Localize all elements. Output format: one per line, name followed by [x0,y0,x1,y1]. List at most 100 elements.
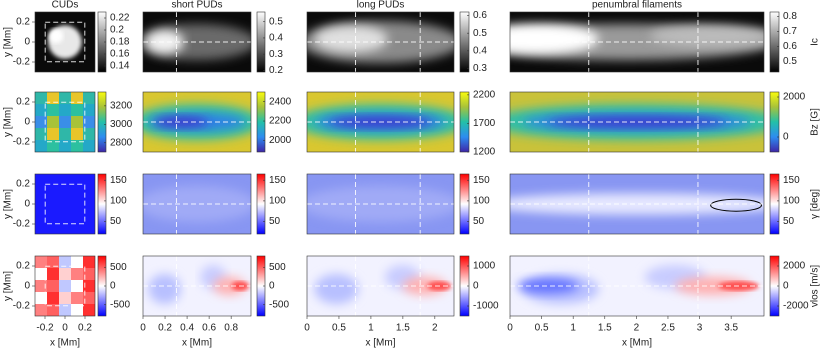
colorbar-tick-label: 1700 [473,118,496,129]
heatmap-image [143,174,251,234]
frame [306,173,455,235]
texture [59,104,72,117]
colorbar [256,173,266,235]
colorbar-tick-label: -2000 [783,301,809,312]
texture [35,116,48,129]
colorbar-tick-label: -1000 [473,301,499,312]
frame [509,255,765,317]
texture [35,304,48,316]
frame [142,173,252,235]
heatmap-image [510,256,764,316]
colorbar [256,11,266,73]
colorbar-tick-label: 150 [783,175,800,186]
colorbar-tick-label: 0.14 [110,61,130,72]
texture [47,104,60,117]
texture [510,193,764,215]
panel-title: short PUDs [171,0,222,11]
x-tick-label: 0.8 [224,323,238,334]
texture [59,128,72,141]
colorbar [769,173,780,235]
texture [83,280,95,293]
texture [47,280,60,293]
texture [83,292,95,305]
texture [83,116,95,129]
panel-title: long PUDs [357,0,405,11]
texture [71,104,84,117]
heatmap-image [307,174,454,234]
y-tick-label: 0 [24,281,30,292]
x-tick-label: 3 [697,323,703,334]
frame [142,255,252,317]
texture [47,92,60,105]
texture [83,92,95,105]
texture [59,304,72,316]
colorbar-tick-label: 100 [110,196,127,207]
x-axis-label: x [Mm] [366,338,396,349]
y-tick-label: 0.2 [16,179,30,190]
texture [59,268,72,281]
colorbar-tick-label: 0.6 [783,41,797,52]
frame [509,173,765,235]
colorbar-tick-label: 0.5 [783,56,797,67]
texture [71,92,84,105]
x-tick-label: 0.6 [202,323,216,334]
texture [83,256,95,269]
x-tick-label: 2.5 [661,323,675,334]
colorbar-tick-label: 3000 [110,119,133,130]
colorbar-tick-label: 2000 [783,92,806,103]
heatmap-image [510,174,764,234]
heatmap-image [143,12,251,72]
colorbar [769,11,780,73]
y-tick-label: 0 [24,199,30,210]
frame [142,11,252,73]
colorbar-tick-label: 0.2 [269,65,283,76]
x-tick-label: 0.4 [180,323,194,334]
heatmap-image [143,256,251,316]
colorbar-tick-label: 500 [110,262,127,273]
x-tick-label: 3.5 [724,323,738,334]
y-tick-label: 0 [24,37,30,48]
panel-title: penumbral filaments [592,0,682,11]
x-tick-label: 2 [634,323,640,334]
texture [47,292,60,305]
dashed-box [44,21,86,63]
frame [509,11,765,73]
texture [71,128,84,141]
colorbar-tick-label: 0.4 [269,33,283,44]
colorbar-tick-label: 150 [473,175,490,186]
colorbar-tick-label: 50 [269,216,281,227]
colorbar [97,173,107,235]
contour [710,198,762,212]
texture [48,28,64,44]
texture [35,268,48,281]
x-tick-label: -0.2 [36,323,54,334]
x-tick-label: 1.5 [396,323,410,334]
y-tick-label: 0.2 [16,261,30,272]
texture [35,292,48,305]
dashed-box [44,183,86,225]
colorbar [459,91,470,153]
texture [47,128,60,141]
colorbar-tick-label: 0 [269,281,275,292]
texture [649,25,764,47]
frame [306,255,455,317]
frame [306,11,455,73]
colorbar-tick-label: 0.22 [110,13,130,24]
colorbar-label: Bz [G] [810,108,821,136]
x-tick-label: 2 [432,323,438,334]
texture [47,268,60,281]
colorbar-tick-label: 0.5 [473,28,487,39]
colorbar-tick-label: 0.5 [269,16,283,27]
y-axis-label: y [Mm] [3,189,14,219]
texture [71,280,84,293]
colorbar-tick-label: 0.7 [783,26,797,37]
texture [83,268,95,281]
x-tick-label: 0 [507,323,513,334]
heatmap-image [307,92,454,152]
colorbar-tick-label: 2000 [783,261,806,272]
dashed-box [44,101,86,143]
colorbar-tick-label: 100 [783,196,800,207]
x-tick-label: 0 [140,323,146,334]
frame [306,91,455,153]
